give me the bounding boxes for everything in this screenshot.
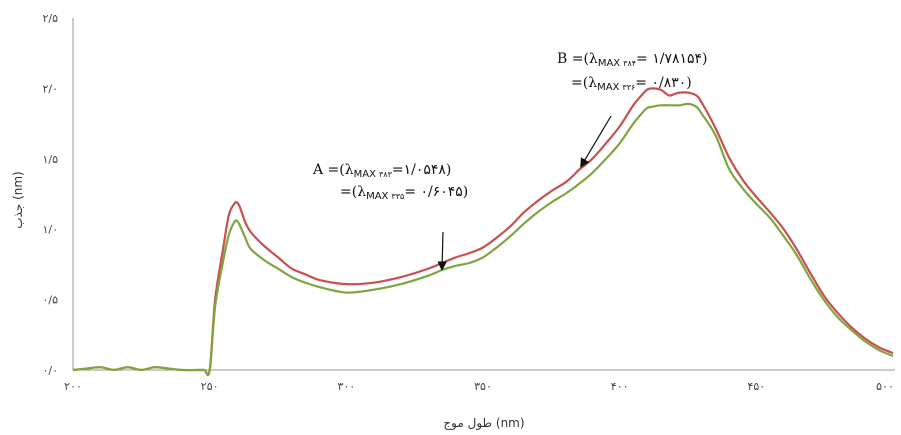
y-tick-label: ۱/۵ (42, 153, 58, 166)
x-tick-label: ۳۰۰ (337, 380, 355, 393)
y-tick-label: ۲/۵ (42, 12, 58, 25)
y-tick-label: ۱/۰ (42, 223, 58, 236)
x-tick-label: ۴۰۰ (611, 380, 629, 393)
series-line-2 (72, 102, 894, 376)
annotation-1-arrow (437, 231, 447, 272)
x-axis-title: طول موج (nm) (443, 416, 524, 431)
x-tick-label: ۳۵۰ (474, 380, 492, 393)
series-line-1 (72, 87, 894, 377)
annotation-1-line-2: =(λMAX ۳۳۵= ۰/۶۰۴۵) (340, 184, 468, 202)
x-tick-label: ۵۰۰ (876, 380, 894, 393)
x-tick-label: ۲۵۰ (201, 380, 219, 393)
series-layer (72, 87, 894, 377)
x-tick-label: ۴۵۰ (747, 380, 765, 393)
annotation-2-line-2: =(λMAX ۳۳۶= ۰/۸۳۰) (571, 75, 692, 93)
annotation-2-arrow (580, 115, 612, 168)
x-tick-label: ۲۰۰ (64, 380, 82, 393)
y-tick-labels: ۰/۰ ۰/۵ ۱/۰ ۱/۵ ۲/۰ ۲/۵ (42, 12, 58, 377)
annotation-1-line-1: A =(λMAX ۳۸۳=۱/۰۵۴۸) (312, 162, 451, 180)
y-tick-label: ۲/۰ (42, 82, 58, 95)
y-tick-label: ۰/۵ (42, 294, 58, 307)
y-tick-label: ۰/۰ (42, 364, 58, 377)
annotation-2-line-1: B =(λMAX ۳۸۴= ۱/۷۸۱۵۴) (557, 51, 708, 69)
y-axis-title: جذب (nm) (11, 171, 25, 229)
annotations-layer: A =(λMAX ۳۸۳=۱/۰۵۴۸) =(λMAX ۳۳۵= ۰/۶۰۴۵) B =… (312, 51, 708, 272)
x-tick-labels: ۲۰۰ ۲۵۰ ۳۰۰ ۳۵۰ ۴۰۰ ۴۵۰ ۵۰۰ (64, 380, 894, 393)
